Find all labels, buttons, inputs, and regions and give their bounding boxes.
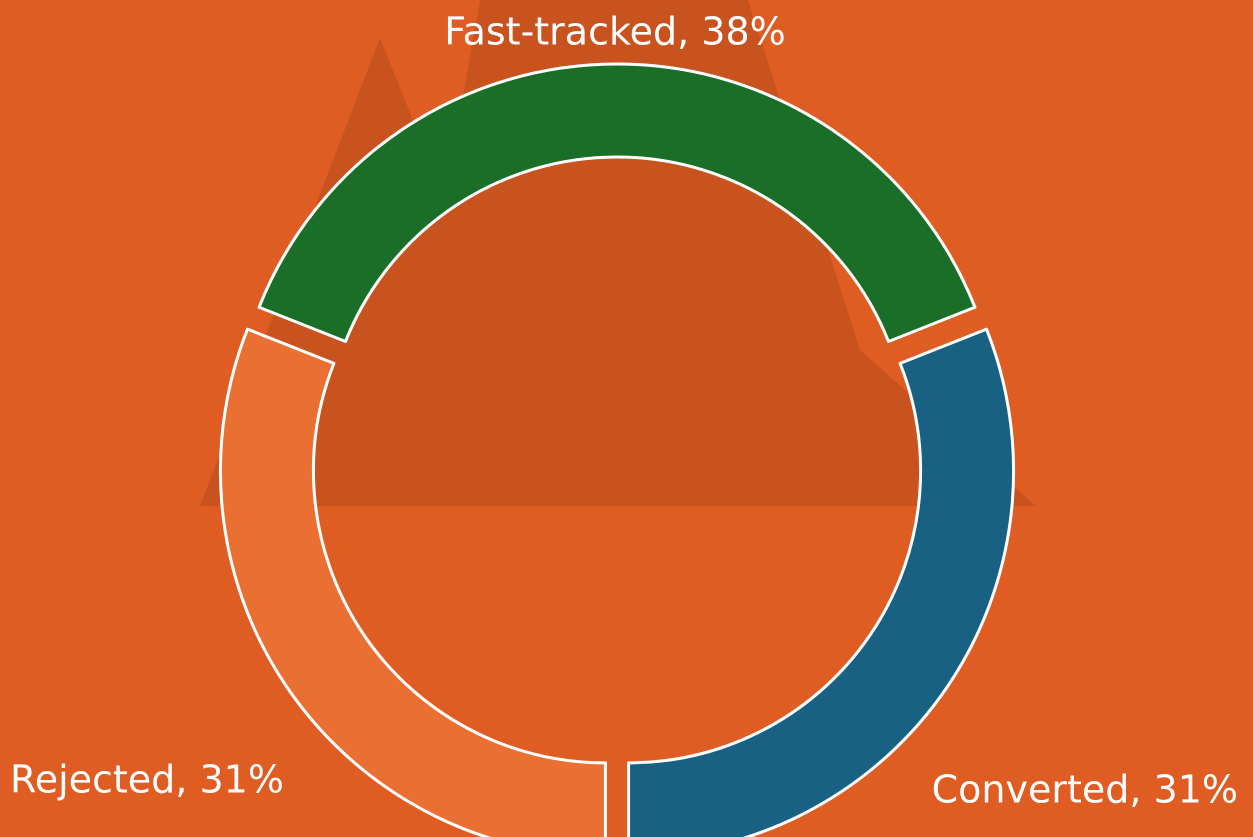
slice-label: Rejected, 31% — [10, 758, 284, 802]
slice-label: Converted, 31% — [932, 768, 1238, 812]
donut-slice — [218, 327, 607, 837]
labels: Fast-tracked, 38% Converted, 31% Rejected,… — [10, 10, 1238, 812]
slices — [218, 62, 1016, 837]
donut-slice — [627, 327, 1016, 837]
donut-slice — [257, 62, 977, 344]
slice-label: Fast-tracked, 38% — [444, 10, 786, 54]
